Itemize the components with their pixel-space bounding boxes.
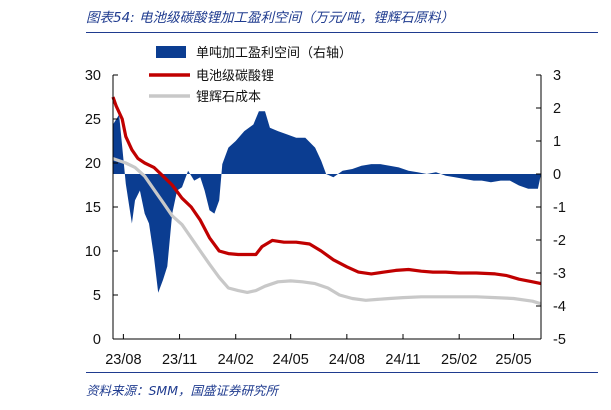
x-tick-label: 24/02 [218,352,254,368]
title-rule [86,32,598,33]
left-tick-label: 15 [85,200,101,216]
right-tick-label: -4 [553,299,566,315]
x-tick-label: 25/05 [495,352,531,368]
right-tick-label: 3 [553,68,561,84]
left-tick-label: 10 [85,244,101,260]
right-tick-label: 1 [553,134,561,150]
left-tick-label: 25 [85,112,101,128]
legend-swatch-profit [156,46,186,58]
right-tick-label: -1 [553,200,566,216]
x-tick-label: 24/11 [385,352,420,368]
x-tick-label: 25/02 [441,352,477,368]
x-tick-label: 24/08 [329,352,365,368]
right-tick-label: -3 [553,266,566,282]
legend-label: 锂辉石成本 [196,90,261,105]
series-line-spodumene-cost [112,157,542,306]
left-tick-label: 5 [93,288,101,304]
right-tick-label: -5 [553,332,566,348]
series-line-lithium-carbonate [111,96,542,286]
x-tick-label: 24/05 [273,352,309,368]
legend-label: 电池级碳酸锂 [196,69,274,84]
figure-title: 图表54: 电池级碳酸锂加工盈利空间（万元/吨，锂辉石原料） [86,10,455,26]
price-lines-layer [111,96,542,306]
right-tick-label: 2 [553,101,561,117]
axes-layer: 0 5 10 15 20 25 30 -5 -4 -3 -2 -1 0 1 2 3 23/08 23/11 24/0… [85,68,566,368]
right-tick-label: 0 [553,167,561,183]
x-tick-label: 23/08 [105,352,141,368]
left-tick-label: 30 [85,68,101,84]
source-rule [86,372,598,373]
legend-label: 单吨加工盈利空间（右轴） [196,46,352,61]
left-tick-label: 0 [93,332,101,348]
left-tick-label: 20 [85,156,101,172]
x-tick-label: 23/11 [162,352,197,368]
series-area-profit [113,111,541,293]
right-tick-label: -2 [553,233,566,249]
source-note: 资料来源：SMM，国盛证券研究所 [86,383,279,398]
profit-area-layer [113,111,541,293]
